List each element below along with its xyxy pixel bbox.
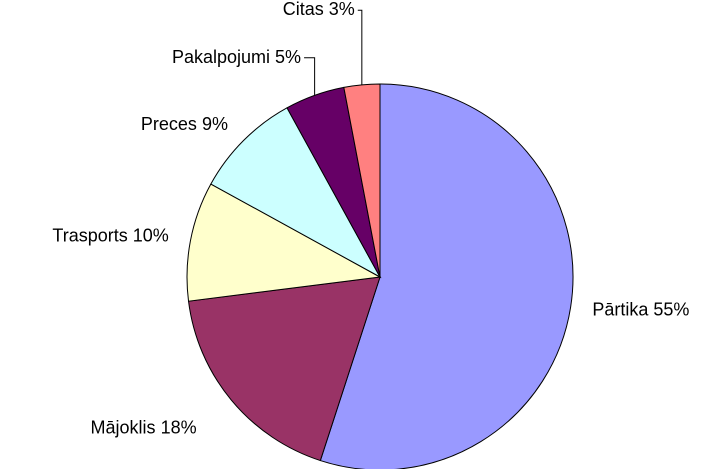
category-label: Pakalpojumi xyxy=(172,47,270,67)
category-label: Mājoklis xyxy=(91,417,156,437)
slice-label: Pakalpojumi 5% xyxy=(172,47,301,67)
slice-label: Citas 3% xyxy=(283,0,355,19)
category-label: Preces xyxy=(141,114,197,134)
slice-label: Preces 9% xyxy=(141,114,228,134)
slice-label: Trasports 10% xyxy=(52,225,168,245)
leader-line xyxy=(357,9,363,85)
pie-slice xyxy=(186,183,382,302)
pie-slice xyxy=(319,83,574,469)
leader-line xyxy=(304,57,316,96)
value-label: 18% xyxy=(161,417,197,437)
value-label: 9% xyxy=(202,114,228,134)
value-label: 5% xyxy=(275,47,301,67)
pie-slice xyxy=(187,276,381,462)
pie-slice xyxy=(210,107,382,279)
value-label: 10% xyxy=(133,225,169,245)
value-label: 3% xyxy=(329,0,355,19)
slice-label: Pārtika 55% xyxy=(592,299,689,319)
category-label: Pārtika xyxy=(592,299,649,319)
value-label: 55% xyxy=(653,299,689,319)
slice-label: Mājoklis 18% xyxy=(91,417,197,437)
category-label: Citas xyxy=(283,0,324,19)
category-label: Trasports xyxy=(52,225,127,245)
